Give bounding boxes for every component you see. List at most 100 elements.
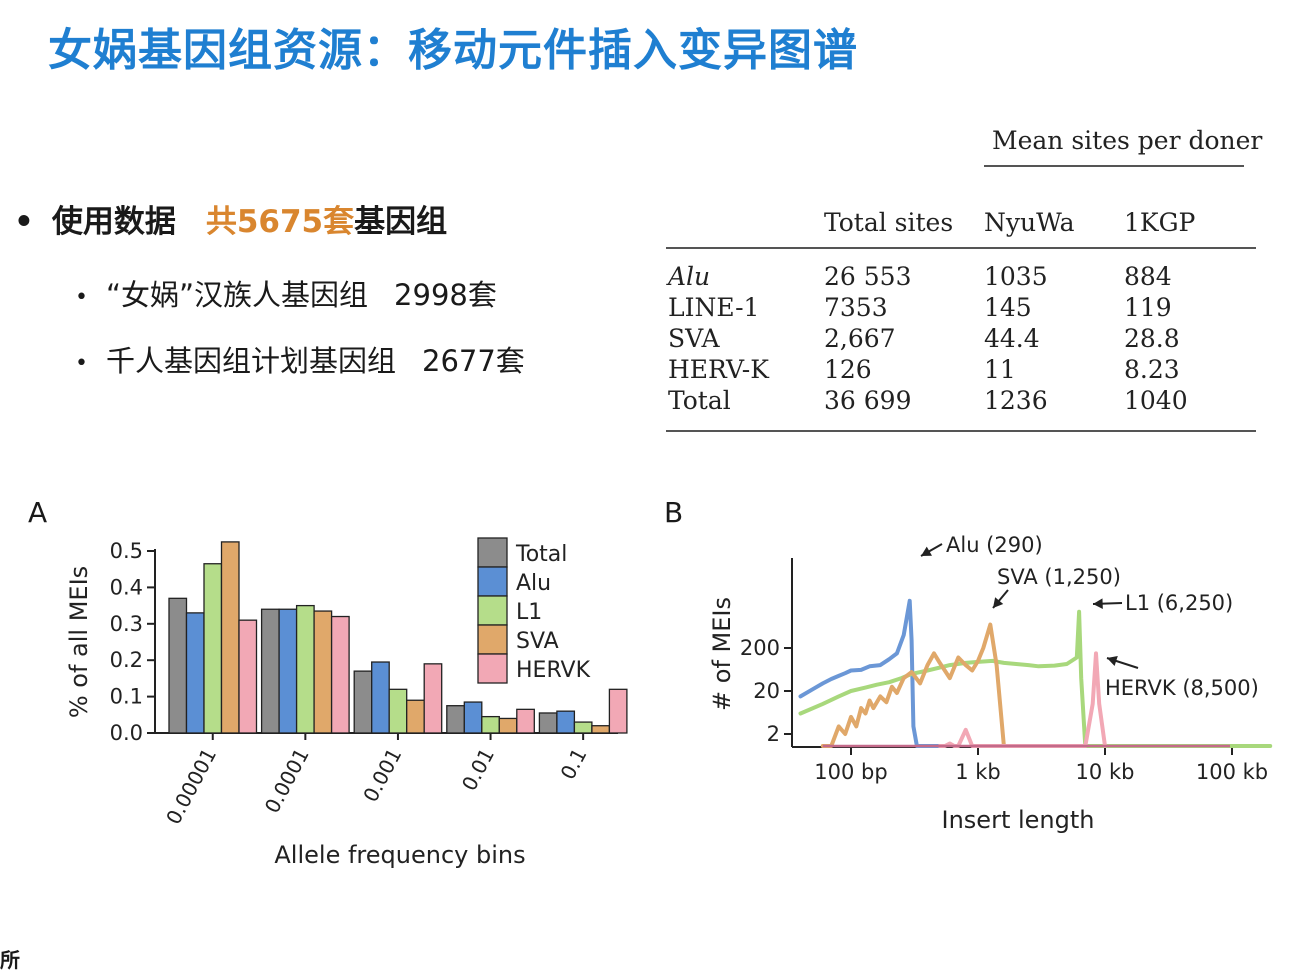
x-tick-label: 0.001 (358, 744, 406, 806)
cell: 1035 (984, 262, 1048, 291)
y-tick-label: 0.4 (110, 575, 143, 599)
bar-hervk (423, 663, 443, 734)
corner-fragment: 所 (0, 948, 20, 972)
cell: 28.8 (1124, 324, 1180, 353)
y-axis-label: % of all MEIs (65, 566, 93, 718)
row-name: HERV-K (668, 355, 769, 384)
chart-b-insert-length: 2 20 200 100 bp 1 kb 10 kb 100 kb Alu (290) SVA … (708, 533, 1273, 834)
legend-label-l1: L1 (516, 600, 542, 625)
bar-sva (498, 717, 518, 734)
sub-bullet-nyuwa: • “女娲”汉族人基因组 2998套 (75, 278, 497, 312)
legend-swatch-hervk (477, 653, 508, 684)
bullet-main: • 使用数据 共5675套基因组 (14, 196, 447, 241)
bar-l1 (295, 604, 315, 734)
bar-hervk (330, 615, 350, 734)
x-axis-label: Insert length (942, 806, 1095, 834)
cell: 145 (984, 293, 1032, 322)
bullet-main-label: 使用数据 (51, 204, 176, 240)
y-tick-label: 0.0 (110, 721, 143, 745)
cell: 8.23 (1124, 355, 1180, 384)
bar-sva (591, 725, 611, 734)
bullet-main-highlight: 共5675套 (205, 204, 355, 240)
bar-alu (371, 661, 390, 734)
bar-alu (463, 701, 483, 734)
row-name: SVA (668, 324, 720, 353)
bar-total (168, 597, 188, 734)
legend-swatch-total (477, 537, 508, 568)
bar-sva (313, 610, 333, 734)
bar-l1 (388, 688, 408, 734)
legend-label-hervk: HERVK (516, 658, 591, 683)
x-tick-label: 0.1 (555, 744, 591, 783)
panel-label-b: B (664, 496, 684, 529)
annotation-arrow-head (993, 597, 1004, 608)
bar-l1 (203, 563, 223, 734)
bar-sva (406, 699, 425, 734)
x-tick-label: 0.01 (457, 744, 499, 795)
legend-swatch-alu (477, 566, 508, 597)
x-tick-label: 10 kb (1076, 760, 1135, 784)
bar-total (260, 608, 280, 734)
cell: 36 699 (824, 386, 912, 415)
x-tick-label: 1 kb (955, 760, 1001, 784)
bar-l1 (573, 721, 593, 734)
table-top-rule (666, 247, 1256, 249)
y-tick-label: 0.2 (110, 648, 143, 672)
bar-hervk (238, 619, 258, 734)
bar-total (353, 670, 373, 734)
annotation-arrow-head (1093, 598, 1103, 609)
y-tick-label: 2 (767, 722, 780, 746)
cell: 44.4 (984, 324, 1040, 353)
cell: 1040 (1124, 386, 1188, 415)
legend-label-total: Total (515, 542, 567, 567)
sub-bullet-count: 2677套 (422, 344, 525, 378)
bar-hervk (516, 708, 535, 734)
bar-total (538, 712, 558, 734)
sub-bullet-label: “女娲”汉族人基因组 (105, 278, 369, 312)
span-underline (984, 165, 1244, 167)
table-header-nyuwa: NyuWa (984, 208, 1075, 237)
bar-sva (220, 541, 240, 734)
table-bottom-rule (666, 430, 1256, 432)
bar-alu (556, 710, 576, 734)
legend-label-sva: SVA (516, 629, 559, 654)
bar-l1 (481, 715, 500, 734)
cell: 11 (984, 355, 1016, 384)
legend-swatch-sva (477, 624, 508, 655)
table-header-total: Total sites (824, 208, 954, 237)
cell: 884 (1124, 262, 1172, 291)
annotation-arrow-head (1107, 655, 1118, 666)
row-name: Alu (668, 262, 711, 291)
table-span-header: Mean sites per doner (992, 126, 1263, 155)
bar-alu (185, 612, 205, 734)
series-line-sva (820, 622, 1013, 748)
annotation-label: Alu (290) (946, 533, 1043, 557)
cell: 1236 (984, 386, 1048, 415)
slide-title: 女娲基因组资源：移动元件插入变异图谱 (48, 25, 858, 76)
bullet-dot: • (14, 204, 34, 240)
x-tick-label: 100 bp (814, 760, 887, 784)
bullet-main-rest: 基因组 (354, 204, 448, 240)
cell: 119 (1124, 293, 1172, 322)
sub-bullet-label: 千人基因组计划基因组 (105, 344, 396, 378)
x-axis-label: Allele frequency bins (274, 841, 525, 869)
chart-a-allele-frequency: 0.0 0.1 0.2 0.3 0.4 0.5 0.00001 0.0001 0.001 0.01… (65, 537, 628, 869)
x-tick-label: 0.00001 (161, 744, 221, 828)
annotation-arrow-head (921, 546, 932, 556)
annotation-label: L1 (6,250) (1125, 591, 1233, 615)
row-name: Total (668, 386, 731, 415)
sub-bullet-1kgp: • 千人基因组计划基因组 2677套 (75, 344, 525, 378)
sub-bullet-count: 2998套 (394, 278, 497, 312)
y-tick-label: 0.5 (110, 539, 143, 563)
y-tick-label: 0.3 (110, 612, 143, 636)
row-name: LINE-1 (668, 293, 760, 322)
legend-swatch-l1 (477, 595, 508, 626)
y-axis-label: # of MEIs (708, 597, 736, 711)
bar-alu (278, 608, 298, 734)
cell: 7353 (824, 293, 888, 322)
x-tick-label: 100 kb (1196, 760, 1268, 784)
mei-table: Mean sites per doner Total sites NyuWa 1… (666, 120, 1262, 440)
cell: 26 553 (824, 262, 912, 291)
bar-total (446, 705, 465, 734)
x-tick-label: 0.0001 (260, 744, 314, 817)
